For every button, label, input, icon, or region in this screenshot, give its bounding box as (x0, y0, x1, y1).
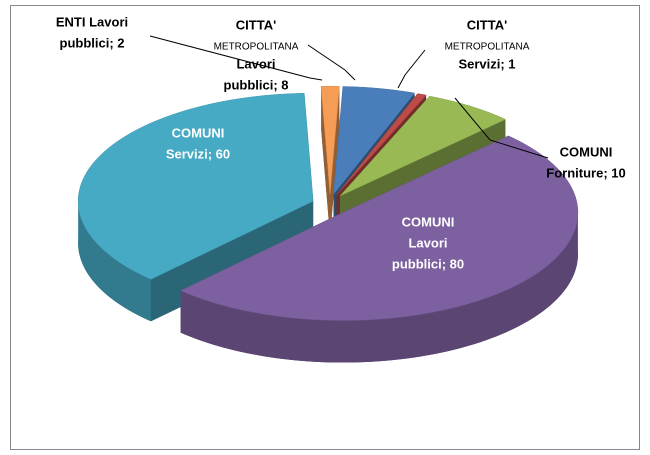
data-label: pubblici; 2 (60, 35, 125, 50)
leader-line (149, 35, 323, 81)
data-label: Servizi; 1 (458, 56, 515, 71)
leader-line (307, 44, 356, 81)
data-label: METROPOLITANA (214, 42, 299, 53)
slice (77, 92, 314, 280)
data-label: pubblici; 80 (392, 256, 464, 271)
data-label: ENTI Lavori (56, 14, 128, 29)
data-label: COMUNI (402, 214, 455, 229)
slice-side (321, 86, 331, 237)
data-label: pubblici; 8 (224, 77, 289, 92)
slice (336, 93, 427, 196)
data-label: CITTA' (467, 17, 507, 32)
leader-line (397, 49, 426, 89)
slice-side (330, 86, 340, 237)
data-label: METROPOLITANA (445, 42, 530, 53)
data-label: Lavori (408, 235, 447, 250)
leader-line (454, 97, 549, 159)
slice (320, 85, 340, 195)
data-label: Lavori (236, 56, 275, 71)
data-label: CITTA' (236, 17, 276, 32)
data-label: COMUNI (172, 125, 225, 140)
slice (333, 86, 416, 196)
slice (339, 95, 507, 197)
data-label: COMUNI (560, 144, 613, 159)
slice-wall (78, 201, 151, 322)
slice (180, 135, 579, 321)
data-label: Forniture; 10 (546, 165, 625, 180)
slice-wall (180, 212, 578, 363)
data-label: Servizi; 60 (166, 146, 230, 161)
